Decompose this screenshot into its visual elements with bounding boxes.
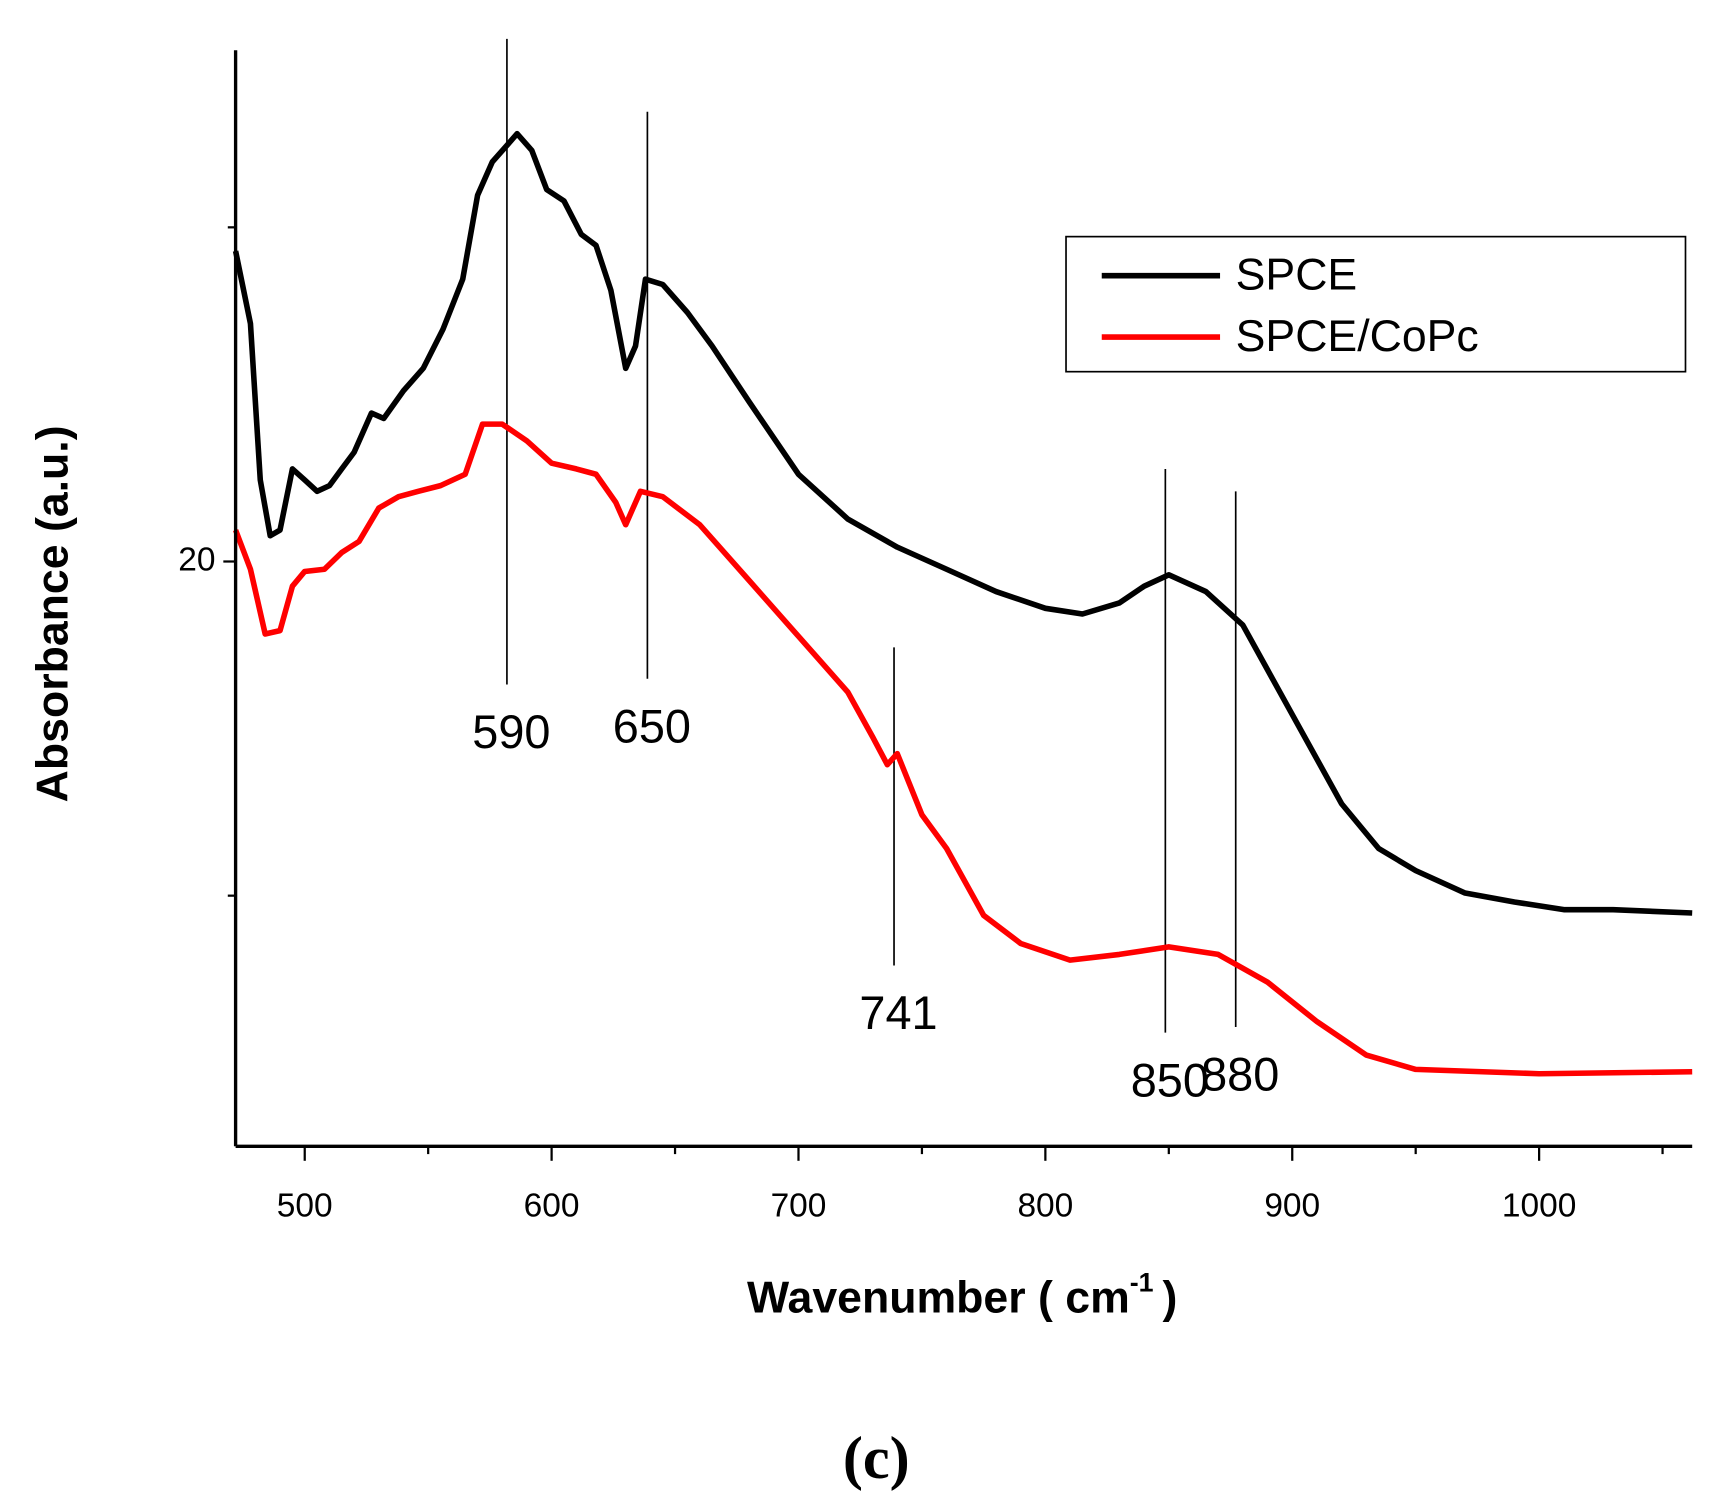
x-axis-label: Wavenumber ( cm-1) (747, 1268, 1177, 1322)
x-tick-label: 500 (277, 1188, 333, 1225)
annotation-label: 650 (613, 701, 691, 753)
x-tick-label: 1000 (1502, 1188, 1576, 1225)
x-label-sup: -1 (1130, 1268, 1154, 1298)
annotation-label: 741 (859, 987, 937, 1039)
annotation-label: 880 (1201, 1049, 1279, 1101)
x-label-text: Wavenumber ( cm (747, 1273, 1130, 1322)
annotation-label: 850 (1131, 1054, 1209, 1106)
y-axis-label: Absorbance (a.u.) (29, 425, 78, 802)
caption: (c) (843, 1425, 910, 1492)
x-label-end: ) (1163, 1273, 1178, 1322)
x-tick-label: 900 (1264, 1188, 1320, 1225)
x-tick-label: 800 (1017, 1188, 1073, 1225)
series-line (232, 421, 1693, 1077)
x-tick-label: 600 (524, 1188, 580, 1225)
legend-label: SPCE (1236, 251, 1358, 300)
legend-box (1065, 235, 1687, 373)
x-tick-label: 700 (771, 1188, 827, 1225)
y-tick-label: 20 (178, 541, 215, 578)
annotation-label: 590 (472, 706, 550, 758)
series-line (232, 130, 1693, 916)
legend-label: SPCE/CoPc (1236, 312, 1479, 361)
